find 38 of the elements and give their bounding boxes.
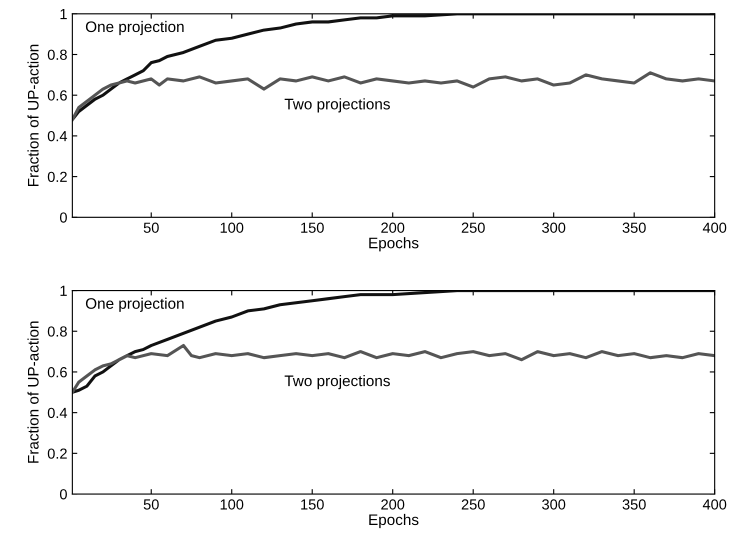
y-tick-label: 0: [60, 489, 67, 500]
x-tick-label: 150: [301, 222, 324, 233]
x-tick-label: 50: [144, 499, 159, 510]
y-tick-label: 0.6: [48, 90, 67, 101]
y-tick-label: 0.2: [48, 172, 67, 182]
y-tick-label: 0.4: [48, 408, 68, 418]
line-series: [72, 344, 715, 394]
y-tick-label: 1: [60, 286, 67, 296]
series-label: Two projections: [284, 375, 390, 390]
x-axis-title: Epochs: [369, 237, 418, 252]
series-label: Two projections: [284, 98, 390, 112]
y-axis-title: Fraction of UP-action: [27, 44, 39, 186]
y-tick-label: 0.6: [48, 367, 67, 378]
x-tick-label: 50: [144, 222, 159, 233]
x-tick-label: 350: [622, 499, 646, 510]
x-tick-label: 250: [462, 499, 485, 510]
x-tick-label: 300: [542, 222, 566, 233]
y-tick-label: 1: [60, 9, 67, 20]
x-tick-label: 250: [462, 222, 485, 233]
line-series: [72, 71, 715, 122]
x-axis-title: Epochs: [369, 514, 418, 528]
series-label: One projection: [86, 298, 184, 312]
x-tick-label: 100: [220, 499, 244, 510]
y-tick-label: 0.2: [48, 448, 67, 459]
y-axis-title: Fraction of UP-action: [27, 322, 39, 463]
x-tick-label: 200: [381, 222, 404, 233]
x-tick-label: 350: [622, 222, 646, 233]
y-tick-label: 0.4: [48, 130, 68, 142]
series-label: One projection: [86, 20, 184, 36]
y-tick-label: 0: [60, 212, 67, 223]
x-tick-label: 150: [301, 499, 324, 510]
x-tick-label: 100: [220, 222, 244, 233]
x-tick-label: 300: [542, 499, 566, 510]
x-tick-label: 400: [702, 499, 726, 510]
x-tick-label: 400: [702, 222, 726, 233]
y-tick-label: 0.8: [48, 50, 67, 60]
y-tick-label: 0.8: [48, 326, 67, 337]
x-tick-label: 200: [381, 499, 404, 510]
